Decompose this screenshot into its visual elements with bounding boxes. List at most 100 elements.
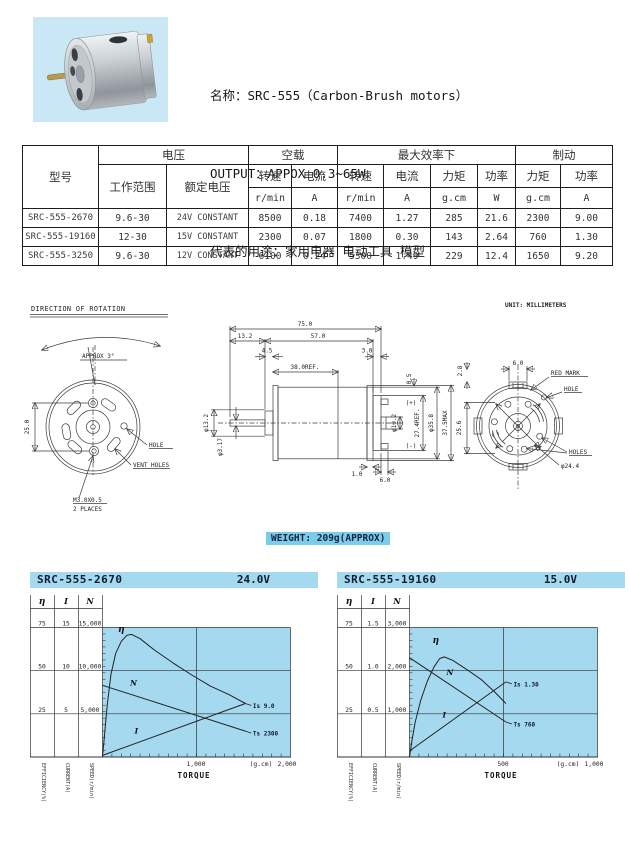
group-max-efficiency: 最大效率下	[337, 145, 516, 165]
dim-0-5: 0.5	[406, 373, 413, 384]
rotation-arrow	[42, 337, 160, 350]
x-end-tick-label: 2,000	[278, 761, 297, 768]
terminal	[146, 33, 153, 43]
product-name: 名称：SRC-555（Carbon-Brush motors）	[210, 88, 469, 103]
terminal-plus-label: (+)	[406, 400, 417, 407]
red-mark-feature	[508, 381, 528, 389]
axis-tick-label: 1.0	[367, 664, 379, 671]
col-header: 电流	[383, 164, 431, 188]
series-n-label: N	[445, 668, 454, 677]
axis-column-header: N	[85, 596, 94, 606]
rotated-axis-label: SPEED(r/min)	[395, 763, 401, 799]
red-mark-label: RED MARK	[551, 370, 580, 377]
dim-4-5: 4.5	[262, 348, 273, 355]
group-voltage: 电压	[98, 145, 249, 165]
rotated-axis-label: EFFICIENCY(%)	[347, 763, 353, 802]
rotated-axis-label: CURRENT(A)	[371, 763, 377, 793]
dim-dia35-8: φ35.8	[428, 414, 435, 432]
unit-cell: A	[383, 187, 431, 209]
terminal-negative	[380, 443, 389, 450]
front-hole	[120, 422, 128, 430]
spec-cell: 0.18	[291, 208, 338, 228]
mounting-tab-left	[473, 417, 483, 435]
spec-cell: 0.07	[291, 227, 338, 247]
rotated-axis-label: EFFICIENCY(%)	[40, 763, 46, 802]
rear-view-drawing: UNIT: MILLIMETERS RED MARK HOLE HOLES	[456, 302, 592, 491]
side-view-drawing: 75.0 13.2 57.0 4.5 3.0 38.0REF. φ13.2 φ3…	[203, 321, 454, 484]
motor-photo	[33, 17, 168, 122]
dim-dia10-2: φ10.2	[391, 414, 398, 432]
spec-cell: 12V CONSTANT	[166, 246, 249, 266]
spec-cell: 2300	[248, 227, 292, 247]
spec-cell: 0.24	[291, 246, 338, 266]
front-vent-slots	[61, 398, 121, 455]
spec-cell: 760	[515, 227, 561, 247]
dim-38ref: 38.0REF.	[291, 364, 320, 371]
dim-2-8: 2.8	[457, 365, 464, 376]
chart-svg: η I N 75 50 25 15 10 5 15,000 10,000 5,000 η N I Is 9.0…	[30, 595, 297, 802]
spec-cell: 0.30	[383, 227, 431, 247]
series-eta-label: η	[433, 636, 440, 646]
axis-column-header: I	[370, 596, 375, 606]
unit-cell: r/min	[248, 187, 292, 209]
chart-voltage-label: 15.0V	[543, 573, 577, 586]
front-view-drawing: DIRECTION OF ROTATION APPROX 3° 25.0 HOL…	[24, 305, 173, 513]
col-header: 功率	[477, 164, 516, 188]
axis-column-header: η	[39, 597, 46, 607]
series-i-label: I	[134, 727, 139, 736]
x-mid-tick-label: 500	[497, 761, 509, 768]
spec-cell: 2.64	[477, 227, 516, 247]
chart-model-label: SRC-555-2670	[37, 573, 123, 586]
col-header: 功率	[560, 164, 613, 188]
spec-cell: 229	[430, 246, 478, 266]
dim-27-4: 27.4REF.	[414, 409, 421, 438]
chart-model-label: SRC-555-19160	[344, 573, 437, 586]
performance-chart-2670: SRC-555-2670 24.0V η I N 75 50 25 15 10 5 15,000 10,…	[30, 572, 318, 822]
spec-cell: SRC-555-2670	[22, 208, 99, 228]
chart-voltage-label: 24.0V	[236, 573, 270, 586]
axis-tick-label: 5	[64, 707, 68, 714]
axis-tick-label: 3,000	[388, 621, 407, 628]
col-header: 力矩	[430, 164, 478, 188]
series-i-label: I	[442, 710, 447, 719]
axis-tick-label: 75	[38, 621, 46, 628]
rotated-axis-label: SPEED(r/min)	[88, 763, 94, 799]
technical-drawing: DIRECTION OF ROTATION APPROX 3° 25.0 HOL…	[24, 302, 592, 513]
dim-75: 75.0	[298, 321, 313, 328]
stall-annotation: Is 9.0	[253, 703, 275, 710]
axis-column-header: η	[346, 597, 353, 607]
x-axis-title: TORQUE	[484, 771, 517, 780]
rear-hole-label: HOLE	[564, 386, 579, 393]
mounting-tab-right	[554, 417, 563, 435]
series-n-label: N	[129, 678, 138, 687]
spec-table: 型号 电压 空载 最大效率下 制动 工作范围 额定电压 转速 电流 转速 电流 …	[22, 145, 613, 266]
axis-tick-label: 75	[345, 621, 353, 628]
dim-3-0: 3.0	[362, 348, 373, 355]
unit-cell: g.cm	[515, 187, 561, 209]
spec-cell: 24V CONSTANT	[166, 208, 249, 228]
dim-dia24-4: φ24.4	[561, 463, 579, 470]
col-header: 力矩	[515, 164, 561, 188]
spec-cell: 15V CONSTANT	[166, 227, 249, 247]
rotated-axis-label: CURRENT(A)	[64, 763, 70, 793]
axis-tick-label: 0.5	[367, 707, 379, 714]
spec-cell: 12-30	[98, 227, 167, 247]
x-axis-title: TORQUE	[177, 771, 210, 780]
rotation-title: DIRECTION OF ROTATION	[31, 305, 125, 313]
spec-cell: 143	[430, 227, 478, 247]
terminal-positive	[380, 398, 389, 405]
dim-37-5max: 37.5MAX	[442, 410, 449, 436]
series-eta-path	[409, 656, 507, 758]
screw-places-label: 2 PLACES	[73, 506, 102, 513]
axis-tick-label: 2,000	[388, 664, 407, 671]
spec-cell: 1.30	[560, 227, 613, 247]
spec-cell: SRC-555-19160	[22, 227, 99, 247]
chart-title-bar: SRC-555-19160 15.0V	[337, 572, 625, 588]
series-eta-label: η	[118, 625, 125, 635]
unit-cell: r/min	[337, 187, 384, 209]
screw-spec-label: M3.0X0.5	[73, 497, 102, 504]
hole-label: HOLE	[149, 442, 164, 449]
x-end-tick-label: 1,000	[585, 761, 604, 768]
axis-tick-label: 25	[38, 707, 46, 714]
